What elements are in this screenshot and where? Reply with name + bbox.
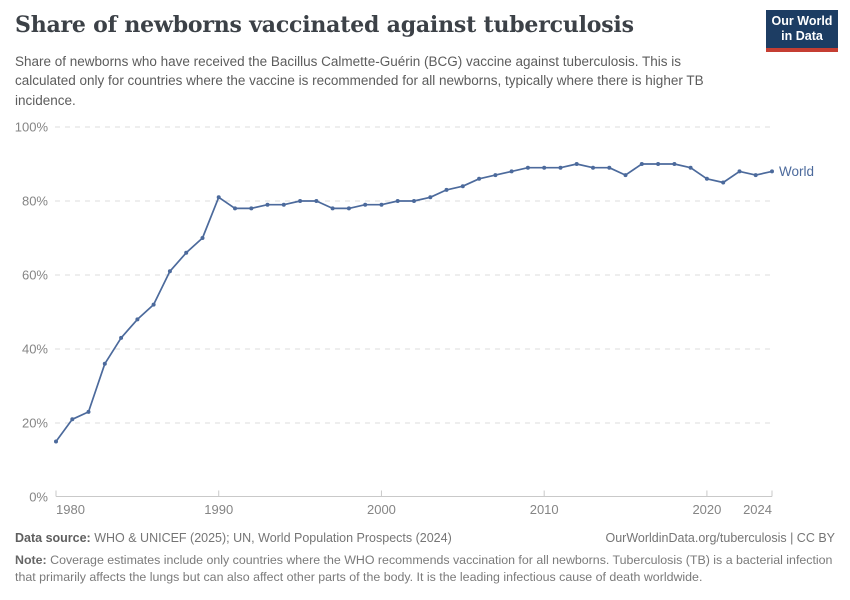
data-point[interactable] <box>493 173 498 178</box>
attribution-link[interactable]: OurWorldinData.org/tuberculosis | CC BY <box>605 531 836 545</box>
data-point[interactable] <box>444 187 449 192</box>
data-point[interactable] <box>184 250 189 255</box>
data-point[interactable] <box>525 165 530 170</box>
data-point[interactable] <box>428 195 433 200</box>
y-tick-label: 60% <box>22 268 48 283</box>
data-point[interactable] <box>265 202 270 207</box>
data-point[interactable] <box>412 199 416 203</box>
data-point[interactable] <box>102 361 107 366</box>
x-tick-label: 2024 <box>743 502 772 517</box>
data-point[interactable] <box>721 180 726 185</box>
data-point[interactable] <box>86 409 91 414</box>
data-source-text: Data source: WHO & UNICEF (2025); UN, Wo… <box>15 531 452 545</box>
x-tick-label: 2010 <box>530 502 559 517</box>
data-point[interactable] <box>558 165 563 170</box>
data-point[interactable] <box>330 206 335 211</box>
x-tick-label: 2020 <box>692 502 721 517</box>
data-point[interactable] <box>135 317 140 322</box>
data-point[interactable] <box>688 165 693 170</box>
y-tick-label: 40% <box>22 342 48 357</box>
chart-title: Share of newborns vaccinated against tub… <box>15 12 634 38</box>
series-end-label[interactable]: World <box>779 164 814 179</box>
data-point[interactable] <box>753 173 758 178</box>
data-point[interactable] <box>119 335 124 340</box>
owid-logo-line2: in Data <box>781 29 823 44</box>
y-tick-label: 100% <box>15 120 49 135</box>
chart-subtitle: Share of newborns who have received the … <box>15 54 704 108</box>
data-point[interactable] <box>477 176 482 181</box>
data-point[interactable] <box>200 236 205 240</box>
x-tick-label: 2000 <box>367 502 396 517</box>
data-point[interactable] <box>151 302 156 307</box>
chart-note: Note: Coverage estimates include only co… <box>15 552 837 587</box>
data-point[interactable] <box>574 162 579 166</box>
x-tick-label: 1980 <box>56 502 85 517</box>
x-tick-label: 1990 <box>204 502 233 517</box>
y-tick-label: 0% <box>29 490 48 505</box>
data-point[interactable] <box>281 202 286 207</box>
data-point[interactable] <box>314 199 319 203</box>
y-tick-label: 80% <box>22 194 48 209</box>
data-point[interactable] <box>672 162 677 166</box>
data-point[interactable] <box>298 199 303 203</box>
trend-line[interactable] <box>55 163 773 443</box>
data-point[interactable] <box>233 206 237 211</box>
y-tick-label: 20% <box>22 416 48 431</box>
data-point[interactable] <box>70 417 75 422</box>
owid-logo-line1: Our World <box>771 14 833 28</box>
data-point[interactable] <box>542 165 547 170</box>
data-point[interactable] <box>395 199 400 203</box>
note-label: Note: <box>15 553 47 567</box>
data-point[interactable] <box>623 173 628 178</box>
data-source-value: WHO & UNICEF (2025); UN, World Populatio… <box>90 531 452 545</box>
data-point[interactable] <box>509 169 514 174</box>
data-point[interactable] <box>363 202 368 207</box>
data-point[interactable] <box>460 184 465 189</box>
owid-logo: Our World in Data <box>766 10 838 52</box>
data-point[interactable] <box>167 269 172 274</box>
data-point[interactable] <box>656 162 661 166</box>
data-point[interactable] <box>591 165 595 170</box>
data-point[interactable] <box>639 162 644 166</box>
note-value: Coverage estimates include only countrie… <box>15 553 833 585</box>
data-point[interactable] <box>379 202 384 207</box>
data-point[interactable] <box>704 176 709 181</box>
data-point[interactable] <box>249 206 254 211</box>
data-point[interactable] <box>737 169 742 174</box>
data-point[interactable] <box>770 169 774 174</box>
data-point[interactable] <box>216 195 221 200</box>
data-point[interactable] <box>607 165 612 170</box>
data-source-label: Data source: <box>15 531 91 545</box>
data-point[interactable] <box>54 439 58 444</box>
data-point[interactable] <box>346 206 351 211</box>
